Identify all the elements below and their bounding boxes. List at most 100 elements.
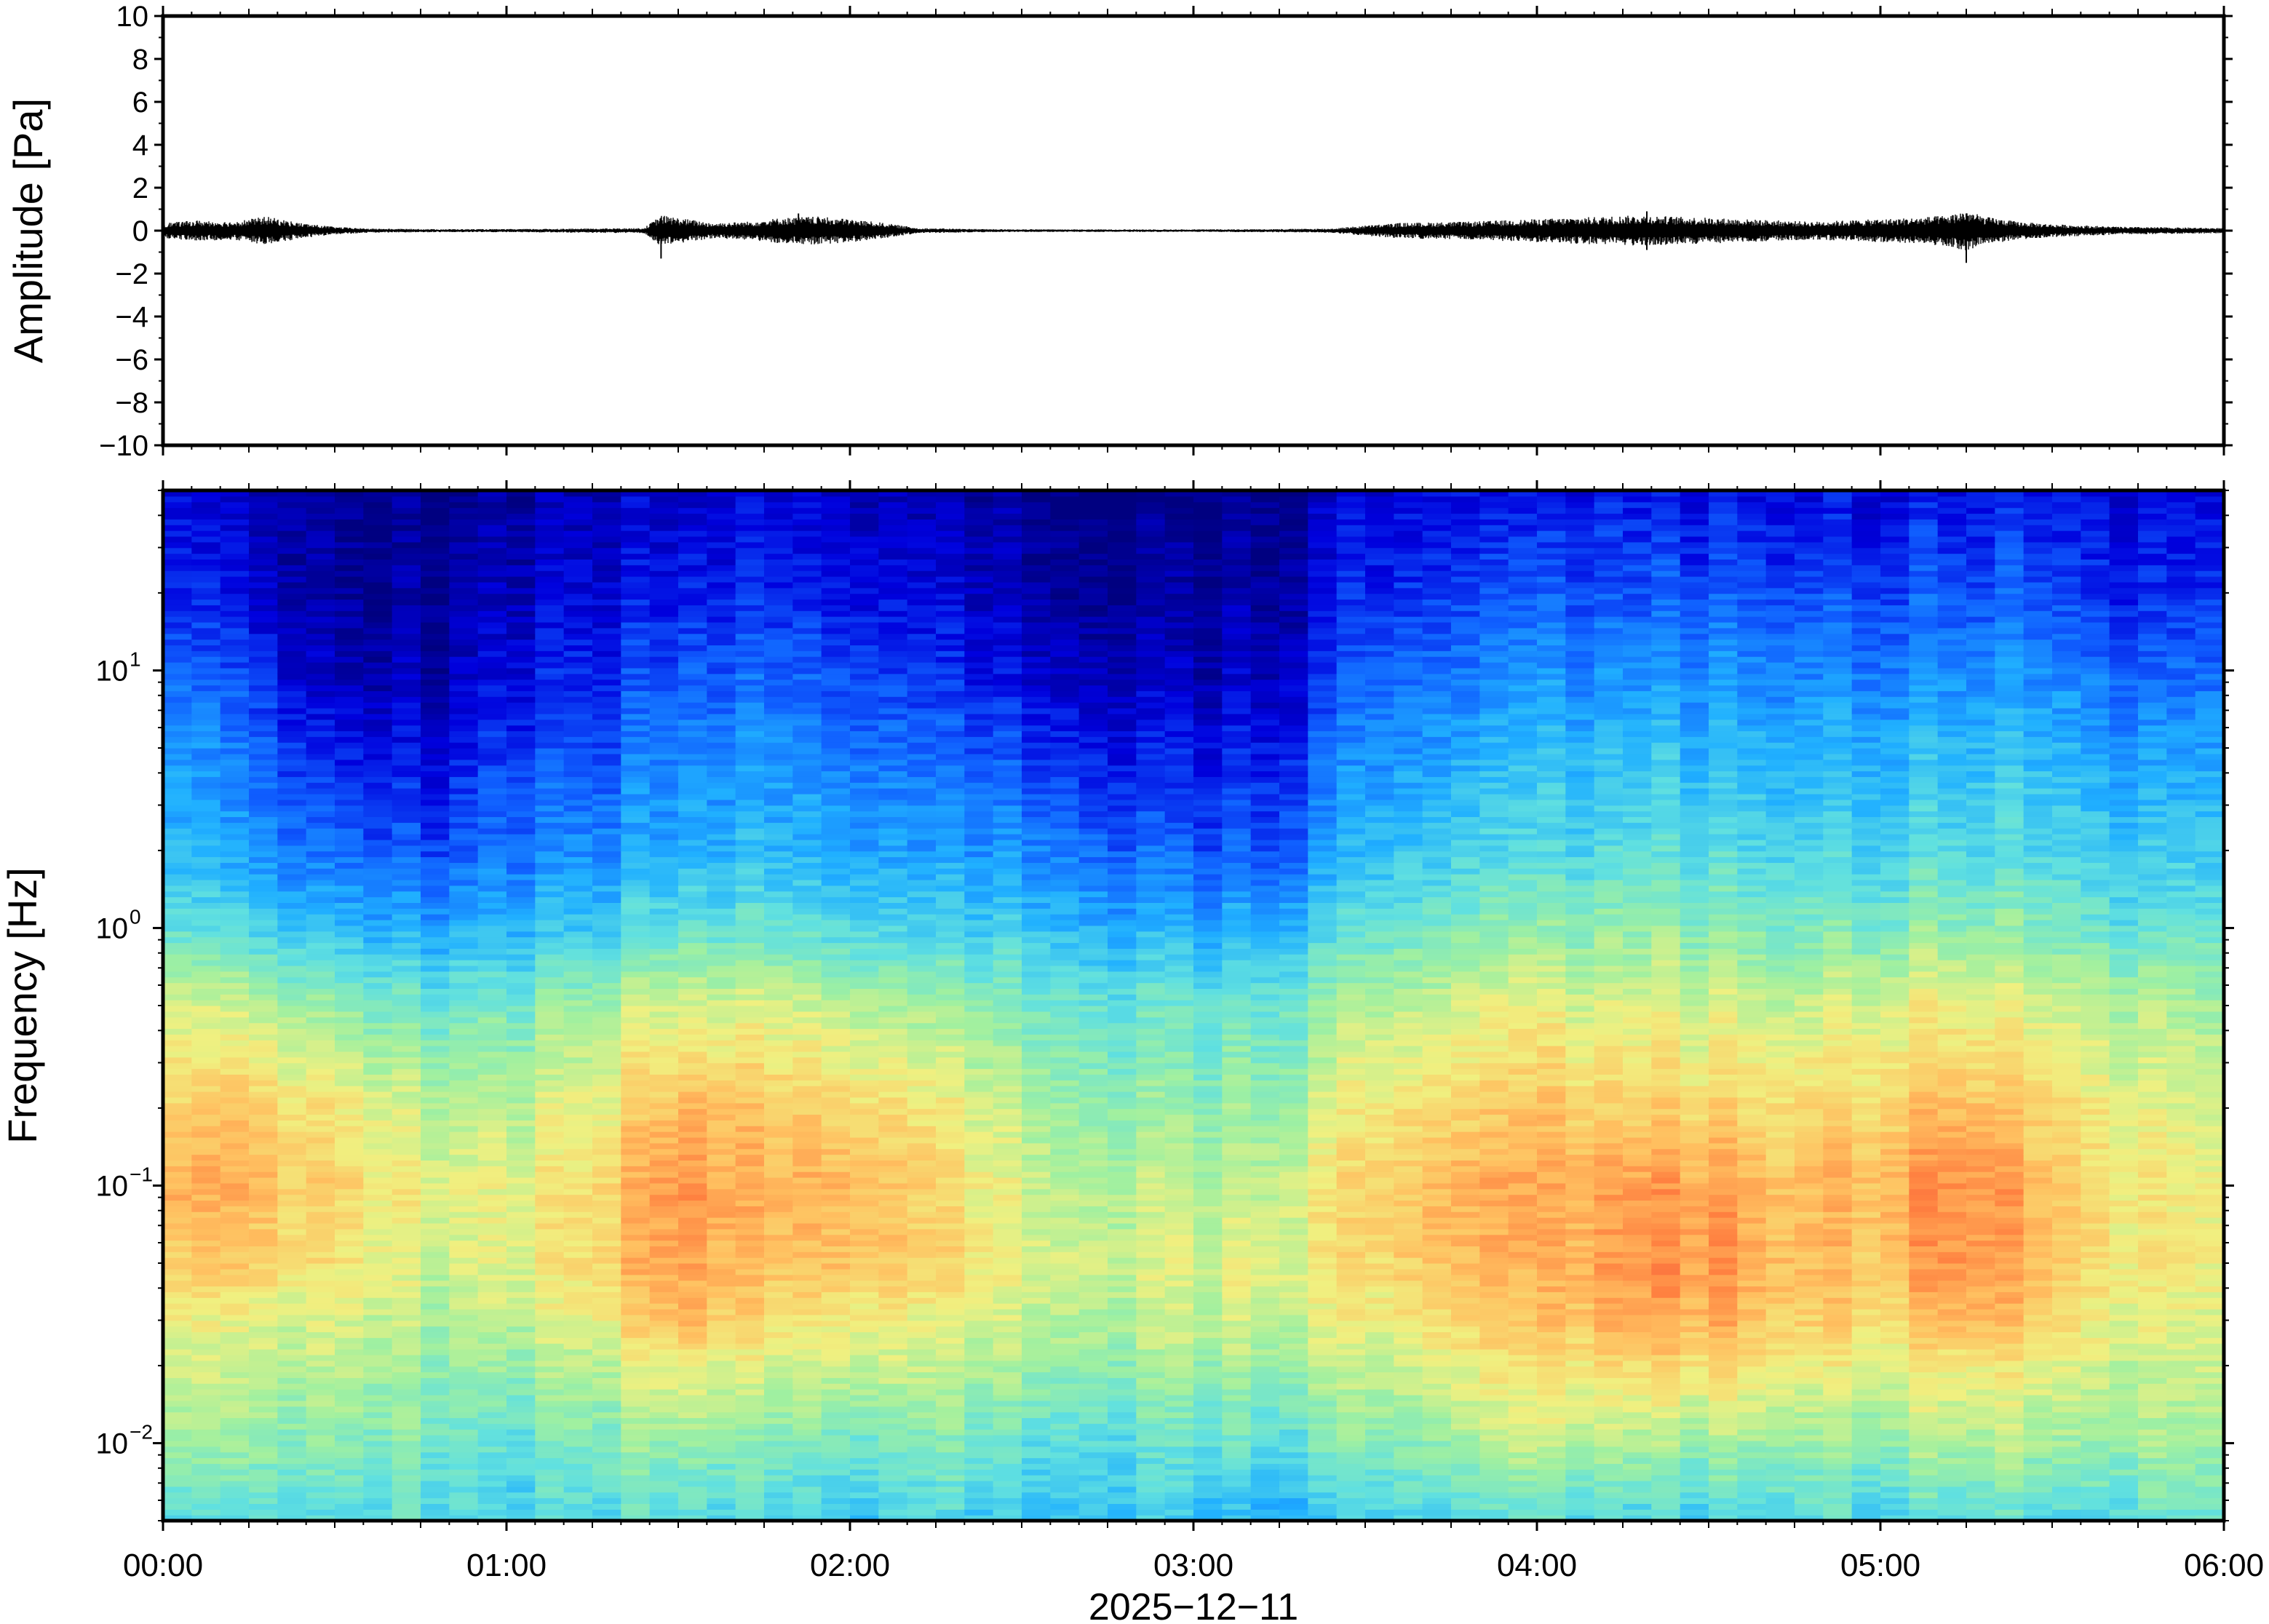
spectrogram-cell — [592, 530, 621, 537]
spectrogram-cell — [306, 1154, 335, 1161]
spectrogram-cell — [392, 1314, 421, 1321]
spectrogram-cell — [592, 1291, 621, 1298]
spectrogram-cell — [535, 725, 565, 731]
spectrogram-cell — [821, 639, 851, 645]
spectrogram-cell — [277, 1194, 307, 1201]
spectrogram-cell — [306, 862, 335, 869]
spectrogram-cell — [621, 1452, 651, 1459]
spectrogram-cell — [850, 1068, 879, 1075]
spectrogram-cell — [306, 1291, 335, 1298]
spectrogram-cell — [649, 1394, 679, 1401]
spectrogram-cell — [363, 960, 393, 966]
spectrogram-cell — [735, 1028, 765, 1035]
spectrogram-cell — [191, 1126, 221, 1132]
spectrogram-cell — [535, 891, 565, 898]
spectrogram-cell — [678, 1086, 707, 1092]
spectrogram-cell — [249, 1074, 278, 1080]
spectrogram-cell — [850, 1343, 879, 1350]
spectrogram-cell — [621, 707, 651, 715]
spectrogram-cell — [821, 1475, 851, 1481]
spectrogram-cell — [792, 576, 822, 583]
spectrogram-cell — [792, 822, 822, 829]
spectrogram-cell — [335, 1286, 364, 1292]
spectrogram-cell — [592, 1257, 621, 1264]
spectrogram-cell — [249, 1217, 278, 1224]
spectrogram-cell — [392, 1446, 421, 1453]
spectrogram-cell — [535, 914, 565, 920]
spectrogram-cell — [878, 650, 908, 657]
spectrogram-cell — [220, 1120, 250, 1126]
spectrogram-cell — [449, 942, 479, 949]
spectrogram-cell — [792, 856, 822, 863]
spectrogram-cell — [363, 685, 393, 691]
spectrogram-cell — [850, 1480, 879, 1487]
spectrogram-cell — [707, 1509, 736, 1516]
spectrogram-cell — [392, 1326, 421, 1332]
spectrogram-cell — [363, 541, 393, 549]
spectrogram-cell — [735, 656, 765, 663]
spectrogram-cell — [163, 1091, 192, 1098]
spectrogram-cell — [621, 1137, 651, 1144]
spectrogram-cell — [535, 679, 565, 686]
spectrogram-cell — [792, 1074, 822, 1080]
spectrogram-cell — [535, 1366, 565, 1373]
spectrogram-cell — [535, 874, 565, 880]
spectrogram-cell — [191, 547, 221, 554]
spectrogram-cell — [421, 1423, 450, 1430]
spectrogram-cell — [649, 948, 679, 955]
spectrogram-cell — [363, 1400, 393, 1407]
spectrogram-cell — [592, 713, 621, 720]
spectrogram-cell — [506, 788, 536, 795]
spectrogram-cell — [163, 570, 192, 577]
spectrogram-cell — [277, 1366, 307, 1373]
spectrogram-cell — [335, 1440, 364, 1447]
spectrogram-cell — [506, 1188, 536, 1195]
spectrogram-cell — [220, 782, 250, 789]
spectrogram-cell — [821, 1051, 851, 1058]
spectrogram-cell — [707, 736, 736, 743]
spectrogram-cell — [392, 662, 421, 669]
spectrogram-cell — [792, 1177, 822, 1184]
spectrogram-cell — [449, 702, 479, 709]
spectrogram-cell — [707, 1126, 736, 1132]
spectrogram-cell — [563, 1068, 593, 1075]
spectrogram-cell — [878, 616, 908, 623]
spectrogram-cell — [621, 1034, 651, 1040]
spectrogram-cell — [535, 960, 565, 966]
spectrogram-cell — [821, 1251, 851, 1258]
spectrogram-cell — [363, 1446, 393, 1453]
spectrogram-cell — [821, 851, 851, 858]
spectrogram-cell — [678, 507, 707, 514]
spectrogram-cell — [163, 856, 192, 863]
spectrogram-cell — [621, 1377, 651, 1384]
spectrogram-cell — [363, 702, 393, 709]
spectrogram-cell — [363, 1349, 393, 1356]
spectrogram-cell — [163, 1469, 192, 1476]
spectrogram-cell — [277, 931, 307, 938]
spectrogram-cell — [277, 519, 307, 525]
spectrogram-cell — [563, 879, 593, 886]
spectrogram-cell — [363, 902, 393, 909]
spectrogram-cell — [621, 1372, 651, 1378]
spectrogram-cell — [277, 856, 307, 863]
spectrogram-cell — [563, 1412, 593, 1418]
spectrogram-cell — [850, 816, 879, 823]
spectrogram-cell — [477, 702, 507, 709]
spectrogram-cell — [277, 1412, 307, 1418]
spectrogram-cell — [563, 1028, 593, 1035]
spectrogram-cell — [850, 822, 879, 829]
spectrogram-cell — [163, 759, 192, 766]
spectrogram-cell — [191, 988, 221, 995]
spectrogram-cell — [878, 570, 908, 577]
spectrogram-cell — [249, 982, 278, 989]
spectrogram-cell — [735, 834, 765, 840]
spectrogram-cell — [821, 988, 851, 995]
spectrogram-cell — [878, 1240, 908, 1246]
spectrogram-cell — [335, 1492, 364, 1499]
spectrogram-cell — [878, 931, 908, 938]
spectrogram-cell — [191, 593, 221, 600]
spectrogram-cell — [563, 1160, 593, 1166]
spectrogram-cell — [649, 868, 679, 875]
spectrogram-cell — [678, 1028, 707, 1035]
spectrogram-cell — [735, 541, 765, 549]
